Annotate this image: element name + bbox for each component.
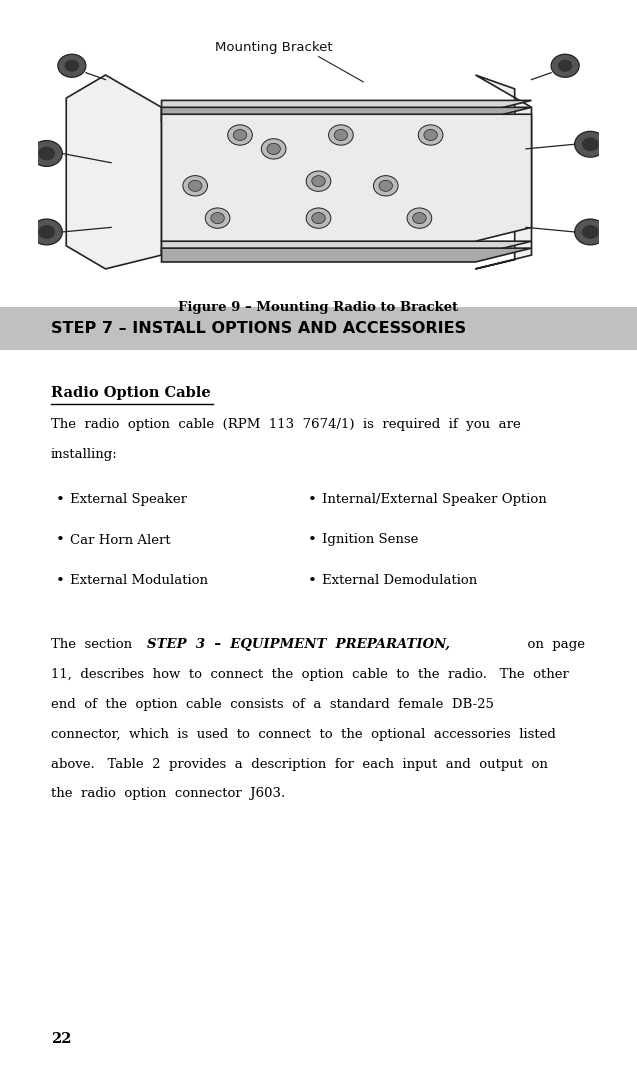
Text: Internal/External Speaker Option: Internal/External Speaker Option: [322, 493, 547, 506]
Circle shape: [31, 219, 62, 245]
Circle shape: [267, 143, 280, 155]
Polygon shape: [66, 75, 162, 269]
Text: Ignition Sense: Ignition Sense: [322, 534, 418, 546]
Circle shape: [424, 129, 438, 141]
Text: •: •: [308, 493, 317, 507]
Circle shape: [311, 212, 326, 224]
Text: •: •: [308, 574, 317, 588]
Circle shape: [334, 129, 348, 141]
Text: the  radio  option  connector  J603.: the radio option connector J603.: [51, 787, 285, 800]
FancyBboxPatch shape: [0, 307, 637, 350]
Text: 22: 22: [51, 1032, 71, 1046]
Text: The  section: The section: [51, 638, 141, 651]
Text: •: •: [56, 574, 65, 588]
Text: External Speaker: External Speaker: [70, 493, 187, 506]
Circle shape: [38, 225, 55, 239]
Text: STEP 7 – INSTALL OPTIONS AND ACCESSORIES: STEP 7 – INSTALL OPTIONS AND ACCESSORIES: [51, 321, 466, 336]
Circle shape: [373, 176, 398, 196]
Polygon shape: [162, 108, 531, 122]
Text: connector,  which  is  used  to  connect  to  the  optional  accessories  listed: connector, which is used to connect to t…: [51, 728, 556, 740]
Circle shape: [183, 176, 208, 196]
Polygon shape: [162, 114, 531, 241]
Text: External Demodulation: External Demodulation: [322, 574, 477, 587]
Circle shape: [407, 208, 432, 228]
Text: Figure 9 – Mounting Radio to Bracket: Figure 9 – Mounting Radio to Bracket: [178, 301, 459, 314]
Circle shape: [306, 171, 331, 191]
Text: above.   Table  2  provides  a  description  for  each  input  and  output  on: above. Table 2 provides a description fo…: [51, 758, 548, 770]
Polygon shape: [162, 249, 531, 262]
Circle shape: [261, 139, 286, 159]
Polygon shape: [162, 100, 531, 114]
Circle shape: [575, 131, 606, 157]
Text: •: •: [56, 534, 65, 547]
Text: Car Horn Alert: Car Horn Alert: [70, 534, 171, 546]
Text: The  radio  option  cable  (RPM  113  7674/1)  is  required  if  you  are: The radio option cable (RPM 113 7674/1) …: [51, 418, 520, 431]
Text: end  of  the  option  cable  consists  of  a  standard  female  DB-25: end of the option cable consists of a st…: [51, 698, 494, 711]
Circle shape: [419, 125, 443, 145]
Circle shape: [227, 125, 252, 145]
Circle shape: [582, 225, 599, 239]
Circle shape: [31, 141, 62, 166]
Text: 11,  describes  how  to  connect  the  option  cable  to  the  radio.   The  oth: 11, describes how to connect the option …: [51, 668, 569, 681]
Text: installing:: installing:: [51, 448, 118, 461]
Circle shape: [58, 54, 86, 77]
Text: Mounting Bracket: Mounting Bracket: [215, 42, 333, 54]
Circle shape: [211, 212, 224, 224]
Text: External Modulation: External Modulation: [70, 574, 208, 587]
Text: •: •: [56, 493, 65, 507]
Circle shape: [379, 180, 392, 191]
Text: Radio Option Cable: Radio Option Cable: [51, 386, 211, 400]
Circle shape: [205, 208, 230, 228]
Circle shape: [311, 176, 326, 187]
Circle shape: [64, 60, 79, 71]
Circle shape: [575, 219, 606, 245]
Circle shape: [38, 146, 55, 160]
Circle shape: [189, 180, 202, 191]
Circle shape: [413, 212, 426, 224]
Text: on  page: on page: [519, 638, 585, 651]
Polygon shape: [162, 241, 531, 255]
Text: STEP  3  –  EQUIPMENT  PREPARATION,: STEP 3 – EQUIPMENT PREPARATION,: [147, 638, 450, 651]
Polygon shape: [475, 75, 531, 269]
Text: •: •: [308, 534, 317, 547]
Circle shape: [329, 125, 354, 145]
Circle shape: [558, 60, 573, 71]
Circle shape: [551, 54, 579, 77]
Circle shape: [233, 129, 247, 141]
Circle shape: [306, 208, 331, 228]
Circle shape: [582, 138, 599, 152]
